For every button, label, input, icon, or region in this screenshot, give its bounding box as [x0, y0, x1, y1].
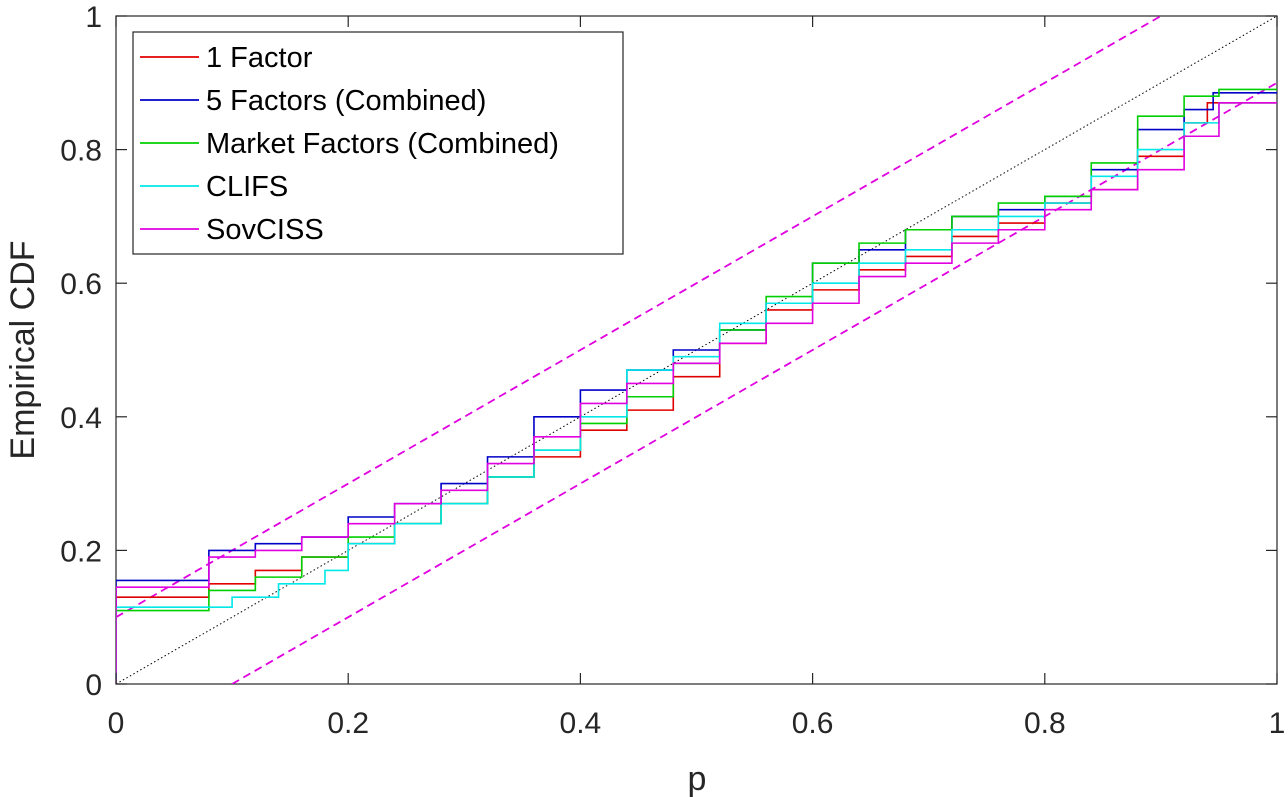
- legend-box: [132, 31, 624, 255]
- x-tick-label: 0.8: [1024, 707, 1066, 740]
- y-tick-label: 0: [85, 669, 102, 702]
- series-line-5: [116, 102, 1277, 684]
- y-tick-label: 0.6: [60, 268, 102, 301]
- x-tick-label: 1: [1269, 707, 1286, 740]
- reference-line-lower-band: [231, 82, 1277, 684]
- x-axis-label: p: [688, 760, 707, 797]
- x-axis: 0 0.2 0.4 0.6 0.8 1: [108, 16, 1286, 740]
- legend-label: 1 Factor: [206, 42, 313, 74]
- y-tick-label: 0.2: [60, 535, 102, 568]
- x-tick-label: 0.4: [560, 707, 602, 740]
- reference-line-diagonal: [116, 16, 1277, 684]
- y-axis: 0 0.2 0.4 0.6 0.8 1: [60, 1, 1277, 702]
- legend-label: Market Factors (Combined): [206, 128, 559, 160]
- y-tick-label: 1: [85, 1, 102, 34]
- series-line-4: [116, 102, 1277, 684]
- y-tick-label: 0.8: [60, 135, 102, 168]
- x-tick-label: 0: [108, 707, 125, 740]
- y-tick-label: 0.4: [60, 402, 102, 435]
- x-tick-label: 0.2: [327, 707, 369, 740]
- x-tick-label: 0.6: [792, 707, 834, 740]
- legend-label: 5 Factors (Combined): [206, 85, 486, 117]
- axes-box: [115, 15, 1278, 685]
- legend-label: SovCISS: [206, 214, 324, 246]
- plot-area: [115, 15, 1278, 685]
- legend-label: CLIFS: [206, 171, 288, 203]
- y-axis-label: Empirical CDF: [4, 240, 42, 459]
- reference-line-upper-band: [116, 16, 1162, 618]
- legend: 1 Factor 5 Factors (Combined) Market Facto…: [132, 31, 624, 255]
